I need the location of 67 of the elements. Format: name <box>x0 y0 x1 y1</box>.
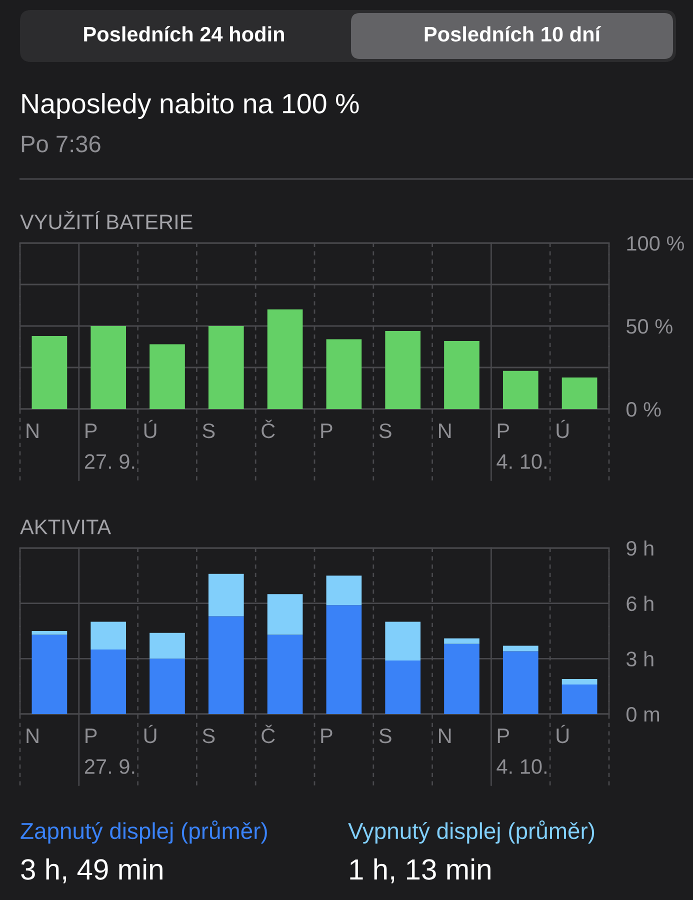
bar <box>90 622 126 650</box>
bar <box>267 594 303 635</box>
bar <box>326 576 362 606</box>
bar <box>326 605 362 714</box>
text: Po 7:36 <box>22 136 100 152</box>
x-tick-label: N <box>439 728 451 743</box>
x-tick-label: P 4. 10. <box>496 424 546 469</box>
bar <box>562 377 598 409</box>
bar <box>267 309 303 409</box>
x-tick-label: Ú <box>144 724 156 744</box>
x-tick-label: Ú <box>556 420 569 438</box>
bar <box>208 326 244 409</box>
bar <box>502 370 538 409</box>
x-tick-label: Č <box>262 420 275 438</box>
y-tick-label: 100 % <box>627 236 684 251</box>
bar <box>267 634 303 714</box>
text: Naposledy nabito na 100 % <box>22 93 359 119</box>
bar <box>32 634 68 714</box>
bar <box>562 678 598 684</box>
bar <box>208 616 244 714</box>
chart-title: AKTIVITA <box>20 520 112 534</box>
x-tick-label: S <box>202 423 215 438</box>
text: Posledních 10 dní <box>424 26 602 42</box>
x-tick-label: Ú <box>144 420 156 438</box>
bar <box>150 344 185 409</box>
bar <box>326 339 362 409</box>
text: 1 h, 13 min <box>350 858 490 884</box>
x-tick-label: S <box>202 728 215 744</box>
y-tick-label: 0 % <box>626 402 661 417</box>
x-tick-label: Ú <box>556 724 569 744</box>
bar <box>502 651 538 714</box>
y-tick-label: 0 m <box>626 707 660 722</box>
x-tick-label: P 27. 9. <box>84 728 134 774</box>
x-tick-label: N <box>26 728 38 743</box>
y-tick-label: 9 h <box>626 540 654 556</box>
bar <box>90 649 126 714</box>
bar <box>444 340 480 409</box>
text: Zapnutý displej (průměr) <box>20 820 267 844</box>
y-tick-label: 6 h <box>626 596 654 612</box>
y-tick-label: 50 % <box>626 319 672 334</box>
text: Posledních 24 hodin <box>84 26 284 42</box>
chart-title: VYUŽITÍ BATERIE <box>20 210 192 230</box>
bar <box>90 326 126 409</box>
x-tick-label: P 27. 9. <box>84 424 134 469</box>
x-tick-label: S <box>379 728 392 744</box>
x-tick-label: N <box>26 424 38 438</box>
x-tick-label: N <box>439 424 451 438</box>
bar <box>444 638 480 644</box>
x-tick-label: P <box>321 424 332 438</box>
bar <box>150 658 185 714</box>
bar <box>208 574 244 616</box>
x-tick-label: S <box>379 423 392 438</box>
bar <box>32 336 68 409</box>
bar <box>150 632 185 659</box>
x-tick-label: P 4. 10. <box>496 728 546 774</box>
bar <box>385 330 421 409</box>
text: Vypnutý displej (průměr) <box>348 820 594 844</box>
bar <box>502 646 538 652</box>
y-tick-label: 3 h <box>626 651 654 666</box>
x-tick-label: P <box>321 728 332 743</box>
bar <box>385 660 421 714</box>
text: 3 h, 49 min <box>21 858 162 884</box>
x-tick-label: Č <box>262 724 275 744</box>
bar <box>385 622 421 661</box>
bar <box>32 631 68 635</box>
bar <box>562 684 598 714</box>
bar <box>444 644 480 714</box>
